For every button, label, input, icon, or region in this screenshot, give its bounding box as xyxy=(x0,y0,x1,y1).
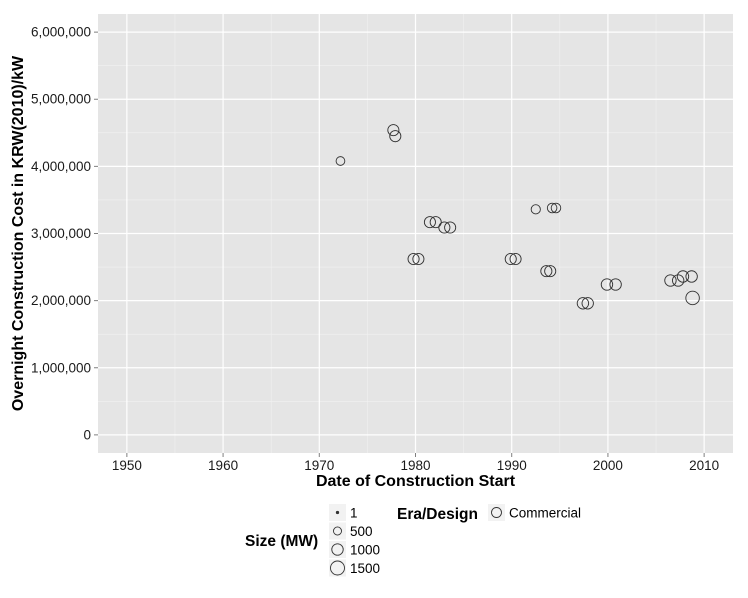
data-point xyxy=(546,202,558,214)
data-point xyxy=(609,278,622,291)
size-legend-label: 500 xyxy=(350,524,373,539)
data-point xyxy=(676,270,690,283)
era-design-legend-key xyxy=(491,507,502,518)
data-point xyxy=(581,297,594,310)
size-legend-label: 1000 xyxy=(350,543,380,558)
data-point xyxy=(685,270,698,283)
size-legend-key xyxy=(330,560,345,576)
data-point xyxy=(423,216,436,229)
data-point xyxy=(412,252,425,266)
data-point xyxy=(407,252,420,266)
data-point xyxy=(664,274,677,287)
data-point xyxy=(550,202,562,214)
data-point xyxy=(544,265,557,278)
y-tick-label: 5,000,000 xyxy=(31,92,91,107)
y-tick-label: 1,000,000 xyxy=(31,360,91,375)
era-design-legend-label: Commercial xyxy=(509,506,581,521)
x-tick-label: 1950 xyxy=(112,458,142,473)
x-tick-label: 1990 xyxy=(497,458,527,473)
data-point xyxy=(387,124,400,137)
data-point xyxy=(335,156,346,166)
x-tick-label: 1980 xyxy=(400,458,430,473)
y-tick-label: 2,000,000 xyxy=(31,293,91,308)
data-point xyxy=(540,265,553,278)
y-axis-ticks: 0 1,000,000 2,000,000 3,000,000 4,000,000 5,0… xyxy=(31,25,98,442)
era-design-legend: Era/Design Commercial xyxy=(397,504,581,523)
size-legend-key xyxy=(335,510,340,515)
y-tick-label: 6,000,000 xyxy=(31,25,91,40)
y-tick-label: 4,000,000 xyxy=(31,159,91,174)
era-design-legend-title: Era/Design xyxy=(397,506,478,523)
x-tick-label: 2000 xyxy=(593,458,623,473)
size-legend-title: Size (MW) xyxy=(245,533,318,550)
data-point xyxy=(671,274,685,287)
size-legend-label: 1500 xyxy=(350,561,380,576)
size-legend-key-bg xyxy=(329,522,346,540)
data-point xyxy=(504,252,517,266)
data-point xyxy=(438,221,451,234)
major-gridlines xyxy=(98,14,733,453)
x-tick-label: 1970 xyxy=(304,458,334,473)
data-point xyxy=(530,204,541,215)
data-point xyxy=(685,290,700,306)
era-design-legend-key-bg xyxy=(488,504,505,521)
data-point xyxy=(444,221,457,234)
size-legend-key-bg xyxy=(329,559,346,577)
data-point xyxy=(509,252,522,266)
y-tick-label: 3,000,000 xyxy=(31,226,91,241)
x-axis-title: Date of Construction Start xyxy=(316,473,516,490)
data-point xyxy=(389,130,402,143)
data-points xyxy=(335,124,700,310)
size-legend-key xyxy=(333,526,342,536)
size-legend-key xyxy=(331,543,344,556)
data-point xyxy=(600,278,614,291)
y-axis-title: Overnight Construction Cost in KRW(2010)… xyxy=(10,55,27,411)
x-axis-ticks: 1950 1960 1970 1980 1990 2000 2010 xyxy=(112,453,719,473)
x-tick-label: 1960 xyxy=(208,458,238,473)
data-point xyxy=(429,216,442,229)
x-tick-label: 2010 xyxy=(689,458,719,473)
size-legend-label: 1 xyxy=(350,506,358,521)
y-tick-label: 0 xyxy=(83,427,91,442)
data-point xyxy=(576,297,590,310)
